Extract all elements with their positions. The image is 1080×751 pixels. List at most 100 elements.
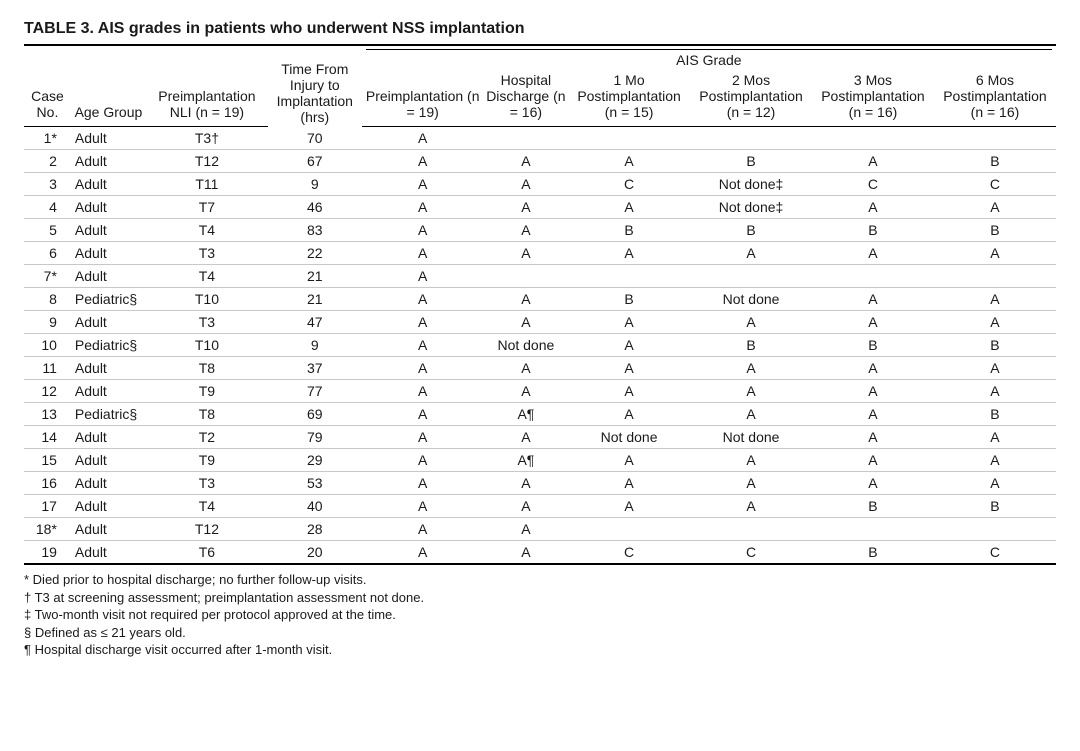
cell-mo6: A	[934, 311, 1056, 334]
cell-mo1	[568, 127, 690, 150]
footnotes: * Died prior to hospital discharge; no f…	[24, 571, 1056, 659]
footnote: § Defined as ≤ 21 years old.	[24, 624, 1056, 642]
table-body: 1*AdultT3†70A2AdultT1267AAABAB3AdultT119…	[24, 127, 1056, 565]
cell-mo2: Not done‡	[690, 173, 812, 196]
col-1mo: 1 Mo Postimplantation (n = 15)	[568, 70, 690, 127]
cell-discharge: A	[484, 357, 568, 380]
cell-case-no: 3	[24, 173, 71, 196]
cell-case-no: 17	[24, 495, 71, 518]
col-6mo: 6 Mos Postimplantation (n = 16)	[934, 70, 1056, 127]
cell-nli: T4	[146, 219, 268, 242]
cell-time-hrs: 9	[268, 334, 362, 357]
cell-age-group: Adult	[71, 380, 146, 403]
cell-age-group: Adult	[71, 196, 146, 219]
cell-case-no: 13	[24, 403, 71, 426]
cell-case-no: 14	[24, 426, 71, 449]
cell-age-group: Adult	[71, 541, 146, 565]
cell-mo1: B	[568, 288, 690, 311]
cell-mo6: A	[934, 380, 1056, 403]
cell-mo2: A	[690, 311, 812, 334]
cell-age-group: Pediatric§	[71, 288, 146, 311]
cell-mo1	[568, 265, 690, 288]
cell-nli: T7	[146, 196, 268, 219]
cell-preimpl: A	[362, 495, 484, 518]
table-row: 11AdultT837AAAAAA	[24, 357, 1056, 380]
table-title: TABLE 3. AIS grades in patients who unde…	[24, 20, 1056, 38]
cell-time-hrs: 20	[268, 541, 362, 565]
cell-mo3	[812, 127, 934, 150]
cell-mo3: A	[812, 449, 934, 472]
cell-discharge	[484, 265, 568, 288]
cell-age-group: Adult	[71, 357, 146, 380]
cell-mo6: B	[934, 219, 1056, 242]
cell-mo1: C	[568, 541, 690, 565]
cell-mo1: A	[568, 196, 690, 219]
cell-discharge: A¶	[484, 449, 568, 472]
cell-case-no: 15	[24, 449, 71, 472]
table-row: 8Pediatric§T1021AABNot doneAA	[24, 288, 1056, 311]
cell-preimpl: A	[362, 449, 484, 472]
cell-mo6: B	[934, 403, 1056, 426]
cell-preimpl: A	[362, 334, 484, 357]
cell-case-no: 10	[24, 334, 71, 357]
cell-time-hrs: 53	[268, 472, 362, 495]
cell-mo2: A	[690, 495, 812, 518]
cell-preimpl: A	[362, 426, 484, 449]
cell-nli: T10	[146, 334, 268, 357]
cell-preimpl: A	[362, 219, 484, 242]
cell-mo3: C	[812, 173, 934, 196]
cell-preimpl: A	[362, 173, 484, 196]
cell-preimpl: A	[362, 242, 484, 265]
table-row: 16AdultT353AAAAAA	[24, 472, 1056, 495]
cell-age-group: Adult	[71, 426, 146, 449]
cell-discharge: A	[484, 518, 568, 541]
cell-mo1: A	[568, 495, 690, 518]
cell-case-no: 18*	[24, 518, 71, 541]
cell-age-group: Adult	[71, 219, 146, 242]
cell-case-no: 4	[24, 196, 71, 219]
cell-nli: T4	[146, 495, 268, 518]
table-row: 7*AdultT421A	[24, 265, 1056, 288]
cell-preimpl: A	[362, 265, 484, 288]
cell-mo3: A	[812, 357, 934, 380]
cell-mo1: A	[568, 403, 690, 426]
col-3mo: 3 Mos Postimplantation (n = 16)	[812, 70, 934, 127]
cell-age-group: Adult	[71, 311, 146, 334]
cell-mo2: A	[690, 472, 812, 495]
table-row: 2AdultT1267AAABAB	[24, 150, 1056, 173]
cell-mo1: A	[568, 242, 690, 265]
cell-mo6: A	[934, 196, 1056, 219]
col-discharge: Hospital Discharge (n = 16)	[484, 70, 568, 127]
cell-mo6: A	[934, 426, 1056, 449]
cell-case-no: 19	[24, 541, 71, 565]
cell-time-hrs: 28	[268, 518, 362, 541]
cell-age-group: Adult	[71, 472, 146, 495]
footnote: ‡ Two-month visit not required per proto…	[24, 606, 1056, 624]
cell-nli: T3	[146, 311, 268, 334]
cell-time-hrs: 67	[268, 150, 362, 173]
cell-nli: T8	[146, 357, 268, 380]
cell-preimpl: A	[362, 311, 484, 334]
table-row: 12AdultT977AAAAAA	[24, 380, 1056, 403]
col-nli: Preimplantation NLI (n = 19)	[146, 70, 268, 127]
cell-nli: T3	[146, 242, 268, 265]
cell-mo2: Not done	[690, 426, 812, 449]
cell-age-group: Adult	[71, 495, 146, 518]
cell-mo6: A	[934, 449, 1056, 472]
cell-discharge: A	[484, 380, 568, 403]
cell-mo3: A	[812, 150, 934, 173]
table-row: 19AdultT620AACCBC	[24, 541, 1056, 565]
cell-nli: T11	[146, 173, 268, 196]
cell-mo3: A	[812, 311, 934, 334]
cell-discharge: A	[484, 311, 568, 334]
cell-nli: T12	[146, 150, 268, 173]
cell-nli: T4	[146, 265, 268, 288]
cell-mo1	[568, 518, 690, 541]
cell-mo2: A	[690, 449, 812, 472]
col-blank	[24, 45, 71, 70]
cell-time-hrs: 29	[268, 449, 362, 472]
cell-case-no: 7*	[24, 265, 71, 288]
cell-discharge: A	[484, 219, 568, 242]
cell-discharge: A	[484, 288, 568, 311]
cell-preimpl: A	[362, 541, 484, 565]
